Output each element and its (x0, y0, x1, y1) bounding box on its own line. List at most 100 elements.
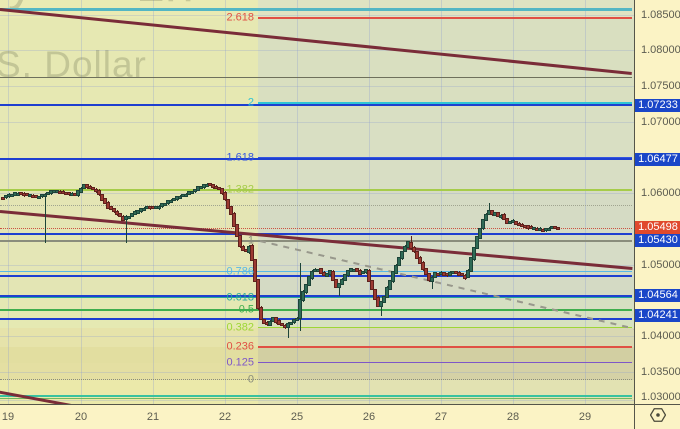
vertical-gridline (8, 0, 9, 404)
fib-band (0, 362, 634, 380)
candle-body (52, 190, 56, 194)
vertical-gridline (225, 0, 226, 404)
teal-line-bottom[interactable] (0, 394, 632, 397)
axis-settings-button[interactable] (634, 404, 680, 429)
candle-body (91, 187, 95, 190)
candle-body (115, 210, 119, 216)
hexagon-settings-icon (649, 407, 667, 428)
fib-band (0, 103, 634, 158)
candle-wick (72, 191, 73, 196)
candle-body (514, 221, 518, 225)
candle-body (484, 213, 488, 222)
fib-line-0.236[interactable] (258, 346, 632, 348)
candle-body (490, 209, 494, 216)
vertical-gridline (153, 0, 154, 404)
fib-label-2.618: 2.618 (226, 11, 254, 24)
vertical-gridline (297, 0, 298, 404)
candle-body (475, 236, 479, 249)
candle-body (142, 207, 146, 211)
candle-body (487, 210, 491, 215)
candle-body (466, 270, 470, 278)
candle-body (22, 192, 26, 196)
time-axis-label-29: 29 (578, 411, 592, 423)
candle-wick (540, 227, 541, 231)
candle-body (394, 264, 398, 275)
horizontal-gridline (0, 193, 634, 195)
candle-body (352, 268, 356, 272)
candle-body (169, 199, 173, 203)
blue-line-5[interactable] (0, 294, 632, 297)
candle-wick (381, 301, 382, 316)
fib-line-0[interactable] (0, 379, 632, 381)
blue-line-6[interactable] (0, 317, 632, 320)
candle-body (469, 257, 473, 272)
candle-body (544, 227, 548, 232)
candle-body (166, 200, 170, 205)
fib-line-0.786[interactable] (0, 270, 632, 273)
candle-body (136, 210, 140, 214)
chart-canvas[interactable]: y 1h S. Dollar 2.618 2 1.618 1.382 1 0.786 0.6… (0, 0, 634, 404)
left-background-tint (0, 0, 258, 404)
candle-body (61, 191, 65, 195)
candle-body (286, 322, 290, 329)
price-axis-label: 1.03500 (641, 365, 680, 378)
blue-line-4[interactable] (0, 275, 632, 277)
candle-body (379, 301, 383, 307)
candle-body (553, 226, 557, 229)
candle-body (391, 271, 395, 282)
time-axis[interactable]: 19 20 21 22 25 26 27 28 29 (0, 404, 634, 429)
candle-body (31, 194, 35, 198)
fib-line-1.382[interactable] (0, 189, 632, 191)
candle-body (40, 193, 44, 198)
current-price-line[interactable] (0, 228, 632, 230)
fib-line-0.618[interactable] (0, 296, 632, 299)
fib-line-2[interactable] (258, 102, 632, 104)
fib-line-0.125[interactable] (258, 361, 632, 364)
candle-body (58, 190, 62, 194)
fib-line-0.5[interactable] (0, 309, 632, 311)
candle-body (541, 228, 545, 232)
candle-body (238, 234, 242, 248)
candle-body (163, 202, 167, 206)
candle-body (106, 202, 110, 209)
green-line-bottom[interactable] (0, 398, 632, 399)
fib-label-0.786: 0.786 (226, 265, 254, 277)
fib-line-0.382[interactable] (258, 326, 632, 329)
blue-line-2[interactable] (0, 157, 632, 161)
fib-label-0.382: 0.382 (226, 321, 254, 333)
price-badge-1.04241: 1.04241 (635, 309, 680, 323)
price-axis[interactable]: 1.08500 1.08000 1.07500 1.07000 1.06000 1.050… (634, 0, 680, 404)
fib-line-2.618[interactable] (258, 17, 632, 19)
candle-body (112, 208, 116, 212)
candle-body (316, 268, 320, 272)
fib-label-0.5: 0.5 (238, 303, 254, 316)
dotted-gray-line[interactable] (0, 205, 632, 206)
candle-body (409, 242, 413, 249)
candle-body (205, 183, 209, 187)
blue-line-1[interactable] (0, 104, 632, 106)
candle-body (55, 190, 59, 193)
candle-body (220, 187, 224, 195)
candle-body (76, 190, 80, 196)
candle-body (403, 246, 407, 252)
teal-line-top[interactable] (0, 8, 632, 11)
candle-body (556, 227, 560, 231)
candle-body (313, 268, 317, 273)
candle-body (349, 268, 353, 272)
candle-body (178, 195, 182, 199)
candle-body (304, 284, 308, 294)
candle-wick (126, 215, 127, 243)
fib-line-1.618[interactable] (258, 156, 632, 159)
candle-body (508, 221, 512, 224)
fib-label-0.618: 0.618 (226, 291, 254, 303)
vertical-gridline (441, 0, 442, 404)
candle-body (451, 271, 455, 275)
blue-line-3[interactable] (0, 232, 632, 235)
gray-line-high[interactable] (0, 76, 632, 78)
candle-wick (57, 190, 58, 192)
price-badge-1.06477: 1.06477 (635, 152, 680, 166)
candle-body (64, 191, 68, 196)
candle-body (430, 276, 434, 283)
candle-body (271, 316, 275, 323)
horizontal-gridline (0, 335, 634, 337)
